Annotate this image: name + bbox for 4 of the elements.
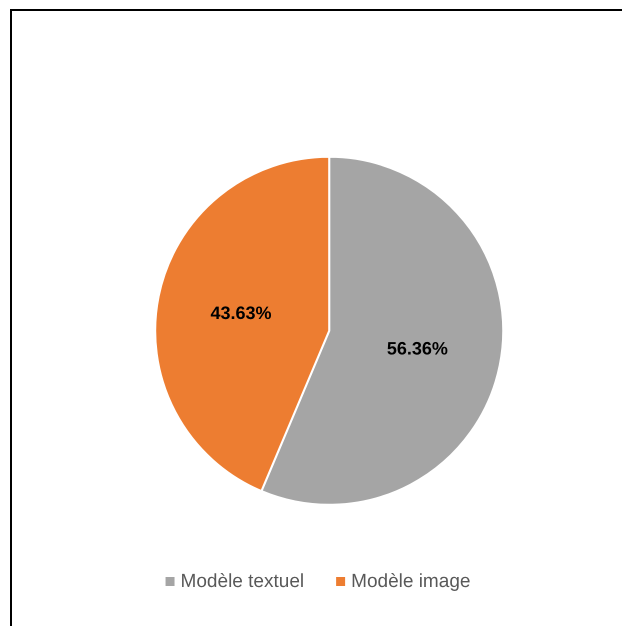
data-label: 56.36% [386, 338, 448, 359]
legend-label: Modèle image [351, 571, 470, 592]
data-label: 43.63% [210, 302, 272, 323]
legend-label: Modèle textuel [180, 571, 304, 592]
